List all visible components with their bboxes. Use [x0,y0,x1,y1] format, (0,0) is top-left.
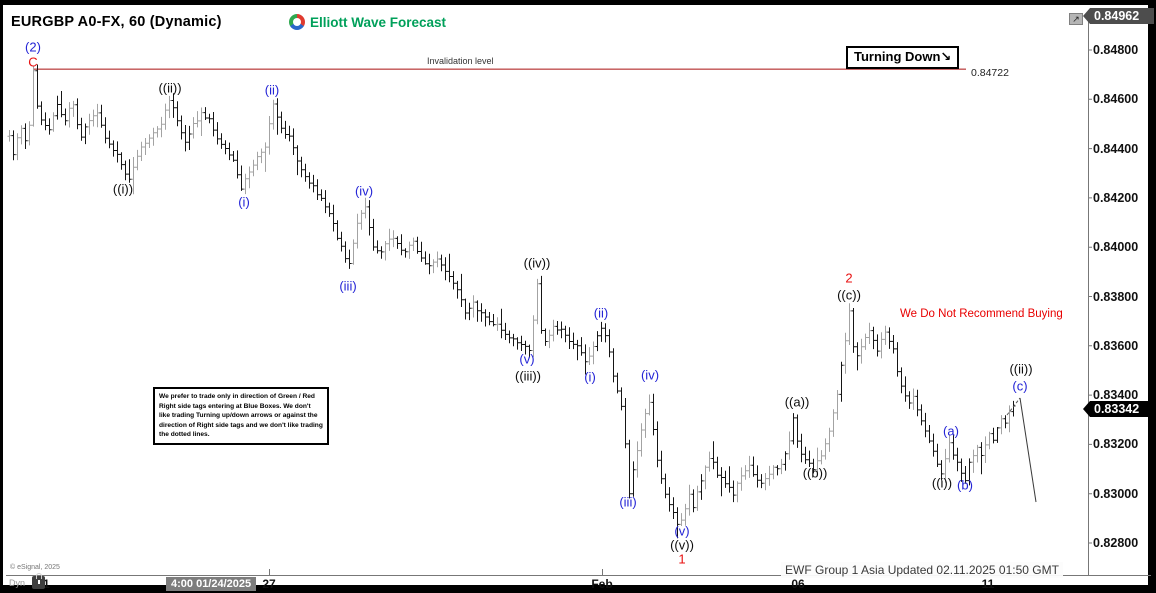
trade-disclaimer-box: We prefer to trade only in direction of … [153,387,329,445]
no-buy-warning: We Do Not Recommend Buying [900,308,1063,320]
wave-label: (iii) [339,278,357,294]
wave-label: C [28,54,38,70]
price-tick-label: 0.83600 [1093,338,1139,353]
wave-label: ((i)) [931,475,953,491]
wave-label: (iv) [354,183,374,199]
wave-label: ((ii)) [1009,361,1033,377]
wave-label: ((c)) [837,287,861,303]
wave-label: (iii) [619,494,637,510]
invalidation-label: Invalidation level [427,56,494,66]
price-tick-label: 0.83400 [1093,388,1139,403]
price-tick-label: 0.84800 [1093,43,1139,57]
price-tick-label: 0.83800 [1093,289,1139,304]
elliott-wave-logo-icon [289,14,305,30]
price-tick-label: 0.84200 [1093,190,1139,205]
time-tick-label: Feb [591,577,613,591]
wave-label: 2 [845,270,853,286]
restore-window-icon[interactable]: ↗ [1069,13,1083,25]
time-tick-label: 27 [262,577,276,591]
invalidation-price-label: 0.84722 [971,67,1009,79]
chart-surface[interactable]: EURGBP A0-FX, 60 (Dynamic) Elliott Wave … [3,5,1154,591]
turning-down-arrow-icon: ↘ [940,49,952,64]
update-footer-note: EWF Group 1 Asia Updated 02.11.2025 01:5… [781,562,1063,578]
wave-label: ((ii)) [158,80,182,96]
wave-label: ((a)) [784,394,810,410]
wave-label: (2) [25,39,41,55]
wave-label: (i) [238,194,250,210]
price-tick-label: 0.84000 [1093,240,1139,255]
wave-label: (v) [674,523,690,539]
brand-name: Elliott Wave Forecast [310,14,447,30]
dynamic-mode-label: Dyn [9,578,26,588]
symbol-title: EURGBP A0-FX, 60 (Dynamic) [11,14,222,30]
wave-label: ((i)) [112,181,134,197]
wave-label: ((iii)) [515,368,541,384]
wave-label: ((v)) [670,537,694,553]
price-tick-label: 0.83000 [1093,486,1139,501]
wave-label: (a) [943,423,959,439]
projection-arrow-line [1019,397,1037,503]
wave-label: ((b)) [802,465,828,481]
lock-icon[interactable] [32,573,45,589]
cursor-date-badge: 4:00 01/24/2025 [166,577,257,591]
time-tick-label: 11 [981,577,995,591]
wave-label: (v) [519,351,535,367]
price-tick-label: 0.84600 [1093,92,1139,107]
scale-high-badge: 0.84962 [1083,8,1154,24]
wave-label: (c) [1012,378,1028,394]
time-tick-label: 06 [791,577,805,591]
price-plot[interactable] [6,10,1151,590]
price-tick-label: 0.84400 [1093,141,1139,156]
esignal-copyright: © eSignal, 2025 [10,564,60,571]
price-tick-label: 0.82800 [1093,536,1139,550]
ohlc-bars-dark [11,64,1016,539]
wave-label: (iv) [640,367,660,383]
wave-label: 1 [678,551,686,567]
wave-label: (b) [957,477,973,493]
brand: Elliott Wave Forecast [289,14,446,30]
price-tick-label: 0.83200 [1093,437,1139,452]
current-price-badge: 0.83342 [1083,401,1154,417]
wave-label: ((iv)) [523,255,551,271]
turning-down-badge: Turning Down↘ [846,46,960,69]
wave-label: (ii) [593,305,609,321]
ohlc-bars-light [7,66,1012,526]
projection-dotted-line [1006,397,1021,416]
wave-label: (i) [584,369,596,385]
wave-label: (ii) [264,82,280,98]
